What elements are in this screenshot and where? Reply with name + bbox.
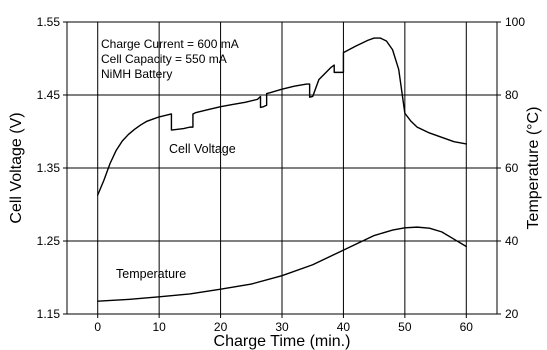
y-right-tick-label: 80 — [505, 88, 519, 102]
temperature-series-line — [97, 226, 467, 302]
y-left-axis-title: Cell Voltage (V) — [8, 112, 25, 223]
x-tick-label: 50 — [398, 320, 412, 334]
y-left-tick-label: 1.45 — [37, 88, 61, 102]
y-left-tick-label: 1.15 — [37, 307, 61, 321]
x-tick-label: 0 — [94, 320, 101, 334]
x-tick-label: 40 — [337, 320, 351, 334]
annotation-cell-capacity: Cell Capacity = 550 mA — [101, 52, 227, 66]
cell-voltage-series-line — [97, 37, 467, 196]
y-right-tick-label: 20 — [505, 307, 519, 321]
y-right-tick-label: 60 — [505, 161, 519, 175]
y-left-tick-label: 1.25 — [37, 234, 61, 248]
annotation-charge-current: Charge Current = 600 mA — [101, 37, 239, 51]
x-tick-label: 30 — [275, 320, 289, 334]
x-tick-label: 20 — [214, 320, 228, 334]
series-label-temperature: Temperature — [116, 267, 186, 281]
y-left-tick-label: 1.35 — [37, 161, 61, 175]
y-right-tick-label: 100 — [505, 15, 525, 29]
x-axis-ticks: 0 10 20 30 40 50 60 — [94, 314, 473, 334]
y-left-axis-ticks: 1.15 1.25 1.35 1.45 1.55 — [37, 15, 67, 321]
y-right-axis-title: Temperature (°C) — [525, 107, 542, 230]
plot-frame — [66, 21, 498, 315]
y-right-axis-ticks: 20 40 60 80 100 — [497, 15, 525, 321]
annotation-battery-type: NiMH Battery — [101, 67, 172, 81]
y-left-tick-label: 1.55 — [37, 15, 61, 29]
x-tick-label: 10 — [152, 320, 166, 334]
x-tick-label: 60 — [460, 320, 474, 334]
series-label-voltage: Cell Voltage — [169, 142, 236, 156]
series-lines — [97, 37, 467, 302]
y-right-tick-label: 40 — [505, 234, 519, 248]
x-axis-title: Charge Time (min.) — [214, 333, 351, 350]
